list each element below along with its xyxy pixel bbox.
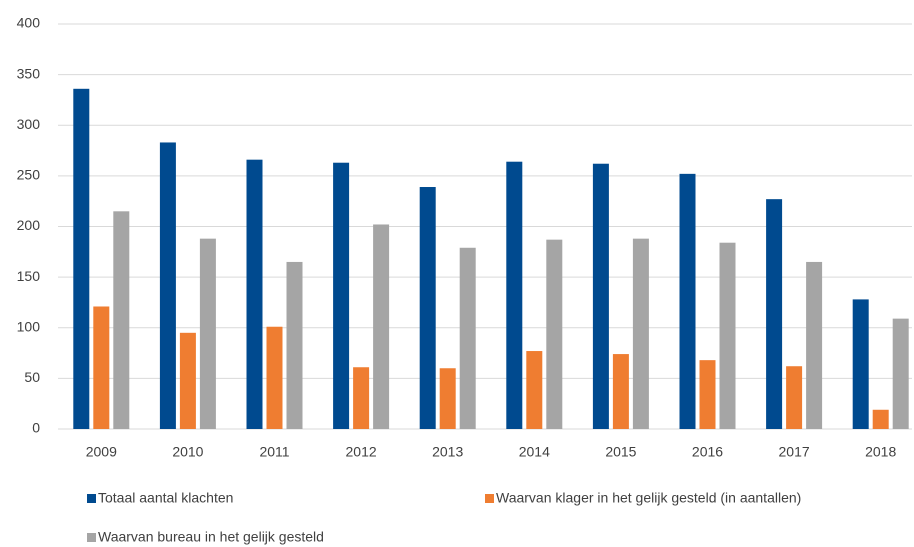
x-tick-label: 2012 [346,444,377,460]
legend-swatch [87,494,96,503]
x-tick-label: 2009 [86,444,117,460]
bar [632,238,649,429]
bar [546,239,563,429]
x-tick-label: 2013 [432,444,463,460]
bar [333,162,350,429]
x-tick-label: 2016 [692,444,723,460]
bar [439,368,456,429]
y-tick-label: 250 [17,167,41,183]
bar [872,409,889,429]
x-tick-label: 2018 [865,444,896,460]
bar [766,199,783,429]
y-tick-label: 400 [17,15,41,31]
bar [179,332,196,429]
bar [679,173,696,429]
bar [93,306,110,429]
legend-swatch [485,494,494,503]
y-tick-label: 200 [17,217,41,233]
bar [113,211,130,429]
x-tick-label: 2010 [172,444,203,460]
bar [73,88,90,430]
bar [892,318,909,429]
bar [419,187,436,429]
y-tick-label: 0 [32,420,40,436]
bar [852,299,869,429]
bar [286,261,303,429]
y-tick-label: 100 [17,318,41,334]
bar [199,238,216,429]
y-tick-label: 50 [24,369,40,385]
x-tick-label: 2017 [779,444,810,460]
x-tick-label: 2014 [519,444,550,460]
bar [459,247,476,429]
y-tick-label: 150 [17,268,41,284]
x-tick-label: 2011 [259,444,289,460]
bar [373,224,390,429]
bar [526,351,543,429]
bar [592,163,609,429]
bar [719,242,736,429]
bar [159,142,176,429]
bar [266,326,283,429]
bar [506,161,523,429]
x-tick-label: 2015 [605,444,636,460]
bar [353,367,370,429]
bar [806,261,823,429]
legend-label: Waarvan klager in het gelijk gesteld (in… [496,490,801,506]
bar [612,354,629,429]
y-tick-label: 350 [17,65,41,81]
y-tick-label: 300 [17,116,41,132]
bar [786,366,803,429]
legend-swatch [87,533,96,542]
legend-label: Waarvan bureau in het gelijk gesteld [98,529,324,545]
legend-label: Totaal aantal klachten [98,490,233,506]
bar [246,159,263,430]
bar [699,360,716,429]
